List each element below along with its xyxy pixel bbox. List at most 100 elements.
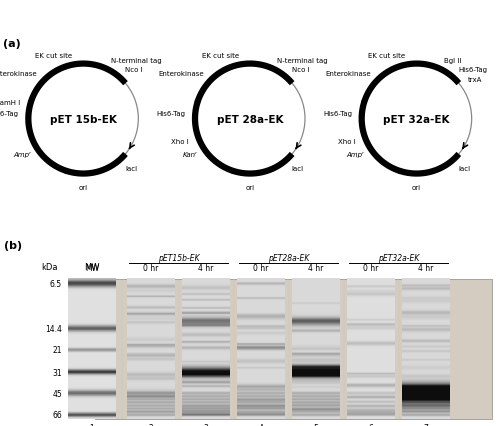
Bar bbox=[127, 317, 175, 318]
Bar bbox=[292, 411, 340, 412]
Bar bbox=[127, 378, 175, 379]
Bar bbox=[347, 367, 395, 368]
Bar bbox=[292, 378, 340, 379]
Bar bbox=[402, 401, 450, 402]
Bar bbox=[292, 284, 340, 285]
Bar bbox=[347, 290, 395, 291]
Bar bbox=[237, 351, 285, 352]
Bar bbox=[347, 376, 395, 377]
Bar bbox=[127, 288, 175, 289]
Bar bbox=[347, 404, 395, 405]
Bar bbox=[68, 372, 116, 373]
Bar bbox=[347, 367, 395, 368]
Bar bbox=[347, 351, 395, 352]
Bar bbox=[402, 343, 450, 344]
Bar bbox=[127, 320, 175, 321]
Bar bbox=[68, 346, 116, 347]
Bar bbox=[182, 349, 230, 350]
Bar bbox=[402, 351, 450, 352]
Bar bbox=[237, 405, 285, 406]
Bar bbox=[292, 284, 340, 285]
Bar bbox=[182, 286, 230, 287]
Bar bbox=[292, 338, 340, 339]
Bar bbox=[347, 382, 395, 383]
Bar bbox=[68, 382, 116, 383]
Bar bbox=[402, 359, 450, 360]
Bar bbox=[68, 406, 116, 407]
Bar bbox=[127, 325, 175, 326]
Bar bbox=[402, 326, 450, 327]
Bar bbox=[237, 356, 285, 357]
Bar bbox=[347, 364, 395, 365]
Bar bbox=[237, 398, 285, 399]
Bar bbox=[237, 342, 285, 343]
Text: 4 hr: 4 hr bbox=[418, 264, 434, 273]
Text: 1: 1 bbox=[90, 423, 94, 426]
Bar bbox=[402, 356, 450, 357]
Bar bbox=[127, 347, 175, 348]
Bar bbox=[127, 395, 175, 396]
Bar bbox=[182, 365, 230, 366]
Bar bbox=[347, 318, 395, 319]
Bar bbox=[68, 301, 116, 302]
Bar bbox=[68, 396, 116, 397]
Bar bbox=[68, 386, 116, 387]
Bar bbox=[68, 359, 116, 360]
Bar bbox=[292, 311, 340, 312]
Bar bbox=[182, 402, 230, 403]
Bar bbox=[237, 382, 285, 383]
Bar bbox=[292, 411, 340, 412]
Bar bbox=[182, 312, 230, 313]
Bar bbox=[292, 410, 340, 411]
Bar bbox=[127, 403, 175, 404]
Bar bbox=[292, 324, 340, 325]
Bar bbox=[68, 286, 116, 287]
Bar bbox=[182, 337, 230, 338]
Bar bbox=[402, 408, 450, 409]
Bar bbox=[68, 312, 116, 313]
Bar bbox=[402, 284, 450, 285]
Bar bbox=[68, 311, 116, 312]
Bar bbox=[237, 310, 285, 311]
Bar bbox=[127, 332, 175, 333]
Bar bbox=[182, 394, 230, 395]
Bar bbox=[347, 353, 395, 354]
Bar bbox=[127, 388, 175, 389]
Bar bbox=[237, 404, 285, 405]
Bar bbox=[68, 285, 116, 286]
Bar bbox=[402, 370, 450, 371]
Bar bbox=[292, 324, 340, 325]
Bar bbox=[127, 318, 175, 319]
Bar bbox=[182, 307, 230, 308]
Bar bbox=[68, 333, 116, 334]
Bar bbox=[68, 351, 116, 352]
Bar bbox=[402, 305, 450, 306]
Bar bbox=[237, 338, 285, 339]
Bar bbox=[127, 415, 175, 416]
Bar bbox=[292, 283, 340, 284]
Bar bbox=[237, 336, 285, 337]
Bar bbox=[68, 355, 116, 356]
Bar bbox=[237, 394, 285, 395]
Bar bbox=[68, 283, 116, 284]
Bar bbox=[68, 362, 116, 363]
Bar bbox=[402, 364, 450, 365]
Bar bbox=[237, 329, 285, 330]
Bar bbox=[292, 321, 340, 322]
Bar bbox=[292, 388, 340, 389]
Bar bbox=[402, 347, 450, 348]
Bar bbox=[402, 393, 450, 394]
Bar bbox=[127, 341, 175, 342]
Bar bbox=[127, 362, 175, 363]
Bar bbox=[402, 376, 450, 377]
Bar bbox=[292, 310, 340, 311]
Bar bbox=[127, 284, 175, 285]
Bar bbox=[292, 370, 340, 371]
Bar bbox=[402, 405, 450, 406]
Bar bbox=[237, 395, 285, 396]
Bar bbox=[127, 372, 175, 373]
Bar bbox=[292, 381, 340, 382]
Bar bbox=[292, 403, 340, 404]
Bar bbox=[68, 394, 116, 395]
Bar bbox=[347, 414, 395, 415]
